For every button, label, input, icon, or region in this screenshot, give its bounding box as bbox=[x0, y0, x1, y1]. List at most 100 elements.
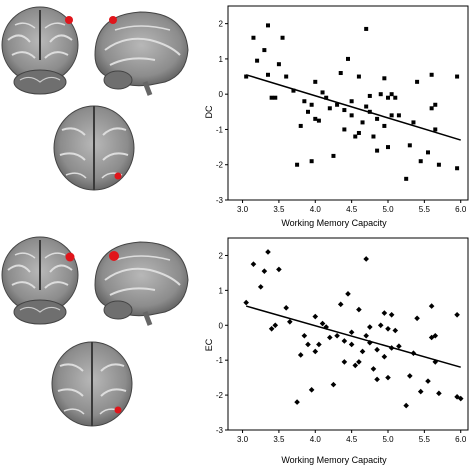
data-point bbox=[313, 79, 318, 84]
y-tick-label: 0 bbox=[219, 90, 224, 99]
data-point bbox=[309, 159, 314, 164]
data-point bbox=[392, 327, 399, 334]
data-point bbox=[375, 148, 380, 153]
y-tick-label: -2 bbox=[216, 391, 224, 400]
charts-panel: Working Memory Capacity DC 3.0 3.5 4.0 4.5 5… bbox=[200, 0, 474, 467]
data-point bbox=[374, 346, 380, 353]
data-point bbox=[298, 123, 303, 128]
data-point bbox=[418, 159, 423, 164]
data-point bbox=[349, 113, 354, 118]
y-tick-label: 2 bbox=[219, 251, 224, 260]
data-point bbox=[330, 381, 337, 388]
data-point bbox=[374, 376, 380, 383]
data-point bbox=[262, 48, 267, 53]
data-point bbox=[410, 350, 417, 356]
data-point bbox=[417, 388, 424, 395]
data-point bbox=[382, 123, 387, 128]
scatter-charts: Working Memory Capacity DC 3.0 3.5 4.0 4.5 5… bbox=[204, 5, 469, 465]
data-point bbox=[349, 99, 354, 104]
data-point bbox=[313, 116, 318, 121]
data-point bbox=[367, 93, 372, 98]
data-point bbox=[432, 359, 439, 365]
y-tick-label: -2 bbox=[216, 161, 224, 170]
data-point bbox=[251, 35, 256, 40]
x-tick-label: 5.0 bbox=[382, 435, 394, 444]
data-point bbox=[294, 399, 300, 405]
data-point bbox=[396, 113, 401, 118]
data-point bbox=[407, 373, 413, 379]
data-point bbox=[404, 176, 409, 181]
data-point bbox=[356, 130, 361, 135]
data-point bbox=[295, 162, 300, 167]
data-point bbox=[407, 143, 412, 148]
y-tick-label: 1 bbox=[219, 286, 224, 295]
data-point bbox=[386, 95, 390, 100]
data-point bbox=[335, 102, 340, 107]
data-point bbox=[244, 74, 249, 79]
axial-view-bottom bbox=[51, 341, 133, 427]
x-axis-title: Working Memory Capacity bbox=[281, 455, 387, 465]
x-tick-label: 5.0 bbox=[382, 205, 394, 214]
coronal-view-bottom bbox=[1, 236, 79, 325]
trend-line bbox=[245, 305, 461, 368]
data-point bbox=[381, 310, 388, 316]
data-point bbox=[389, 113, 394, 118]
data-point bbox=[457, 395, 464, 402]
data-point bbox=[411, 120, 416, 125]
y-tick-label: -1 bbox=[216, 125, 224, 134]
data-point bbox=[367, 324, 373, 330]
data-point bbox=[370, 366, 377, 372]
x-tick-label: 4.0 bbox=[310, 435, 322, 444]
data-point bbox=[345, 291, 351, 297]
data-point bbox=[455, 166, 460, 171]
data-point bbox=[250, 261, 257, 267]
data-point bbox=[287, 318, 293, 325]
data-point bbox=[319, 320, 326, 327]
data-point bbox=[268, 325, 275, 332]
data-point bbox=[243, 299, 249, 306]
data-point bbox=[257, 284, 264, 290]
data-point bbox=[433, 127, 438, 132]
data-point bbox=[385, 325, 391, 332]
data-point bbox=[291, 88, 296, 93]
y-tick-label: 0 bbox=[219, 321, 224, 330]
data-point bbox=[284, 74, 289, 79]
data-point bbox=[371, 134, 376, 139]
x-tick-label: 6.0 bbox=[455, 205, 467, 214]
y-tick-label: 2 bbox=[219, 20, 224, 29]
data-point bbox=[429, 106, 434, 111]
data-point bbox=[255, 58, 260, 63]
data-point bbox=[312, 348, 319, 355]
data-point bbox=[348, 329, 355, 336]
data-point bbox=[436, 162, 441, 167]
data-point bbox=[389, 92, 394, 97]
data-point bbox=[348, 341, 355, 348]
activation-spot bbox=[109, 16, 117, 24]
data-point bbox=[359, 348, 366, 355]
coronal-view-top bbox=[1, 6, 79, 95]
y-tick-label: -3 bbox=[216, 196, 224, 205]
data-point bbox=[309, 102, 314, 107]
data-point bbox=[337, 301, 344, 308]
ec-scatter-chart: Working Memory Capacity EC 3.0 3.5 4.0 4.5 5… bbox=[204, 237, 469, 465]
plot-frame bbox=[227, 5, 469, 201]
data-point bbox=[306, 109, 310, 114]
data-point bbox=[385, 374, 391, 381]
data-point bbox=[433, 102, 438, 107]
data-point bbox=[352, 362, 359, 369]
data-point bbox=[396, 343, 402, 350]
data-point bbox=[342, 108, 347, 113]
data-point bbox=[308, 387, 315, 393]
data-point bbox=[316, 118, 321, 123]
x-tick-label: 5.5 bbox=[419, 205, 431, 214]
data-point bbox=[364, 26, 369, 31]
data-point bbox=[386, 145, 390, 150]
data-point bbox=[428, 334, 435, 341]
data-point bbox=[341, 338, 348, 344]
data-point bbox=[302, 99, 307, 104]
data-point bbox=[334, 332, 340, 339]
data-point bbox=[266, 23, 270, 28]
y-tick-label: -3 bbox=[216, 426, 224, 435]
x-tick-label: 4.5 bbox=[346, 435, 358, 444]
data-point bbox=[261, 268, 268, 274]
